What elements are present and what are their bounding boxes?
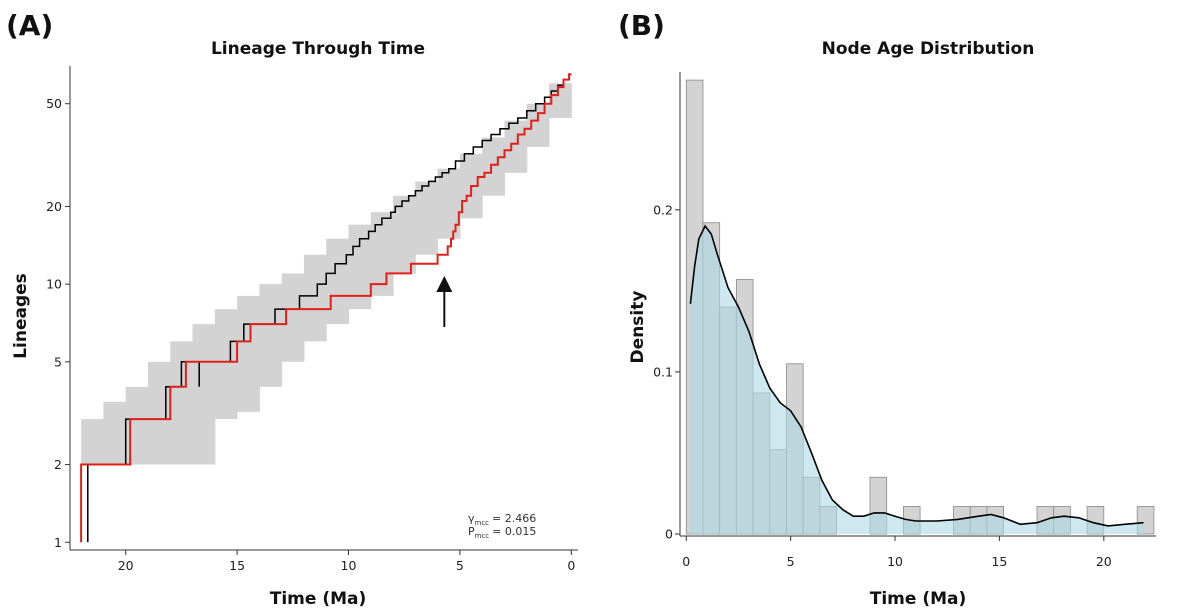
band-segment-8	[259, 284, 283, 387]
hist-title: Node Age Distribution	[822, 39, 1035, 59]
gamma-stat: γmcc = 2.466	[468, 512, 536, 527]
observed-ltt-line	[80, 73, 572, 543]
ltt-y-tick-label: 50	[46, 96, 62, 111]
hist-axes: 0 0.1 0.2 0 5 10 15 20	[653, 72, 1156, 569]
band-segment-7	[237, 295, 260, 412]
band-segment-13	[370, 212, 394, 296]
hist-y-tick-label: 0.1	[653, 364, 673, 379]
band-segment-9	[281, 273, 305, 362]
ltt-y-tick-label: 5	[54, 354, 62, 369]
p-stat: Pmcc = 0.015	[468, 525, 536, 540]
band-segment-20	[526, 103, 550, 147]
ltt-y-tick-label: 10	[46, 277, 62, 292]
ltt-x-tick-label: 10	[341, 558, 357, 573]
density-curve	[689, 224, 1144, 527]
band-segment-11	[326, 238, 350, 325]
hist-x-tick-label: 5	[787, 554, 795, 569]
hist-x-tick-label: 20	[1096, 554, 1112, 569]
ltt-y-tick-label: 20	[46, 199, 62, 214]
hist-x-tick-label: 0	[682, 554, 690, 569]
band-segment-6	[214, 309, 238, 420]
band-segment-3	[147, 361, 171, 465]
ltt-y-tick-label: 2	[54, 457, 62, 472]
band-segment-21	[549, 83, 572, 119]
band-segment-4	[170, 341, 194, 465]
ltt-title: Lineage Through Time	[211, 39, 425, 59]
band-segment-16	[437, 168, 461, 239]
ltt-x-tick-label: 20	[118, 558, 134, 573]
density-area	[690, 226, 1144, 534]
hist-plot-area: 0 0.1 0.2 0 5 10 15 20	[653, 72, 1156, 569]
ltt-arrow	[436, 276, 453, 327]
panel-label-b: (B)	[618, 9, 665, 42]
ltt-stats: γmcc = 2.466 Pmcc = 0.015	[468, 512, 536, 540]
hist-y-tick-label: 0	[665, 527, 673, 542]
ltt-y-axis-title: Lineages	[11, 273, 31, 359]
band-segment-18	[482, 137, 505, 196]
ltt-x-axis-title: Time (Ma)	[270, 589, 367, 609]
ltt-x-tick-label: 15	[229, 558, 245, 573]
band-segment-0	[81, 419, 104, 465]
ltt-x-tick-label: 5	[456, 558, 464, 573]
band-segment-10	[303, 254, 327, 342]
hist-y-axis-title: Density	[628, 291, 648, 364]
band-segment-1	[103, 401, 127, 465]
density-layer	[689, 224, 1144, 534]
panel-label-a: (A)	[6, 9, 53, 42]
band-segment-5	[192, 324, 216, 465]
band-segment-15	[415, 181, 439, 255]
band-segment-2	[125, 386, 149, 465]
ltt-x-tick-label: 0	[567, 558, 575, 573]
hist-x-tick-label: 10	[887, 554, 903, 569]
hist-y-tick-label: 0.2	[653, 202, 673, 217]
ltt-y-tick-label: 1	[54, 535, 62, 550]
band-segment-14	[393, 195, 416, 274]
hist-x-axis-title: Time (Ma)	[870, 589, 967, 609]
ltt-lines	[80, 73, 572, 543]
arrow-head	[436, 276, 453, 292]
hist-x-tick-label: 15	[991, 554, 1007, 569]
